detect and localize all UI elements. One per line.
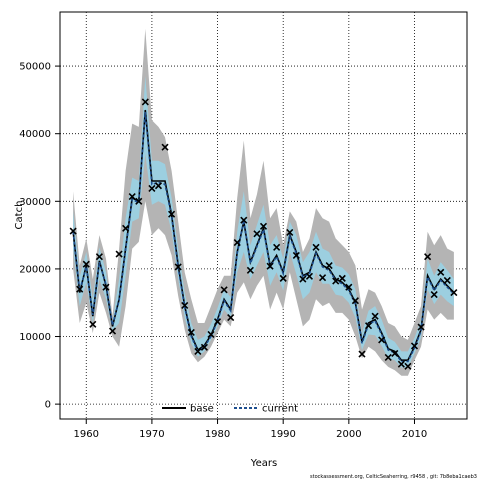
observed-catch-marker (266, 262, 274, 270)
observed-catch-marker (286, 228, 294, 236)
observed-catch-marker (174, 263, 182, 271)
observed-catch-marker (233, 238, 241, 247)
legend-current-label: current (262, 404, 298, 415)
y-tick-label: 40000 (19, 129, 51, 140)
observed-catch-marker (259, 222, 268, 230)
observed-catch-marker (220, 286, 228, 294)
observed-catch-marker (371, 312, 379, 320)
x-tick-label: 1980 (205, 429, 230, 440)
footer-note: stockassessment.org, CelticSeaherring, r… (310, 474, 477, 480)
observed-catch-marker (168, 210, 176, 218)
current-series-line (72, 112, 455, 363)
observed-catch-marker (404, 362, 412, 370)
x-tick-label: 1960 (74, 429, 99, 440)
observed-catch-marker (345, 283, 353, 291)
legend: base current (162, 404, 298, 415)
observed-catch-marker (253, 230, 261, 238)
observed-catch-marker (141, 98, 149, 106)
observed-catch-marker (240, 216, 248, 224)
observed-catch-marker (227, 314, 235, 322)
observed-catch-marker (351, 297, 359, 305)
observed-catch-marker (148, 184, 156, 193)
observed-catch-marker (128, 193, 136, 201)
observed-catch-marker (207, 330, 215, 339)
observed-catch-marker (397, 360, 405, 368)
confidence-bands (73, 28, 454, 376)
observed-catch-marker (384, 353, 392, 362)
observed-catch-marker (364, 322, 373, 330)
observed-catch-marker (417, 323, 425, 331)
observed-catch-marker (187, 328, 195, 337)
axes: 1960 1970 1980 1990 2000 2010 0 10000 20000 30000… (19, 62, 427, 440)
observed-catch-marker (299, 275, 307, 283)
observed-catch-marker (194, 347, 202, 355)
observed-catch-marker (443, 276, 451, 284)
observed-catch-marker (154, 182, 163, 190)
observed-markers (69, 98, 458, 370)
observed-catch-marker (319, 274, 327, 282)
y-tick-label: 50000 (19, 62, 51, 73)
observed-catch-marker (424, 253, 432, 261)
observed-catch-marker (115, 250, 123, 258)
x-tick-label: 2000 (336, 429, 361, 440)
observed-catch-marker (430, 291, 438, 299)
observed-catch-marker (358, 350, 366, 358)
outer-confidence-band (73, 28, 454, 376)
observed-catch-marker (122, 224, 130, 232)
observed-catch-marker (338, 274, 346, 282)
observed-catch-marker (95, 253, 103, 261)
observed-catch-marker (246, 266, 254, 274)
observed-catch-marker (450, 289, 458, 297)
observed-catch-marker (305, 272, 314, 280)
observed-catch-marker (325, 261, 333, 270)
plot-frame (59, 11, 468, 420)
observed-catch-marker (279, 274, 287, 282)
y-axis-title: Catch (14, 201, 25, 230)
x-tick-label: 1970 (139, 429, 164, 440)
observed-catch-marker (200, 343, 208, 351)
observed-catch-marker (273, 243, 281, 251)
observed-catch-marker (69, 227, 77, 235)
y-tick-label: 30000 (19, 197, 51, 208)
observed-catch-marker (292, 251, 300, 259)
y-tick-label: 10000 (19, 332, 51, 343)
observed-catch-marker (102, 283, 110, 291)
y-tick-label: 20000 (19, 264, 51, 275)
x-tick-label: 2010 (402, 429, 427, 440)
x-tick-label: 1990 (270, 429, 295, 440)
observed-catch-marker (437, 268, 445, 276)
y-tick-label: 0 (45, 400, 51, 411)
observed-catch-marker (82, 260, 90, 268)
observed-catch-marker (332, 277, 340, 285)
observed-catch-marker (135, 197, 143, 205)
observed-catch-marker (312, 243, 320, 251)
observed-catch-marker (76, 285, 84, 293)
observed-catch-marker (108, 327, 117, 335)
x-axis-title: Years (250, 458, 277, 469)
observed-catch-marker (410, 342, 419, 350)
observed-catch-marker (181, 301, 189, 309)
observed-catch-marker (378, 336, 386, 344)
inner-confidence-band (73, 76, 454, 368)
legend-base-label: base (190, 404, 214, 415)
observed-catch-marker (213, 318, 222, 326)
observed-catch-marker (161, 143, 169, 151)
observed-catch-marker (89, 320, 97, 328)
observed-catch-marker (391, 349, 399, 357)
